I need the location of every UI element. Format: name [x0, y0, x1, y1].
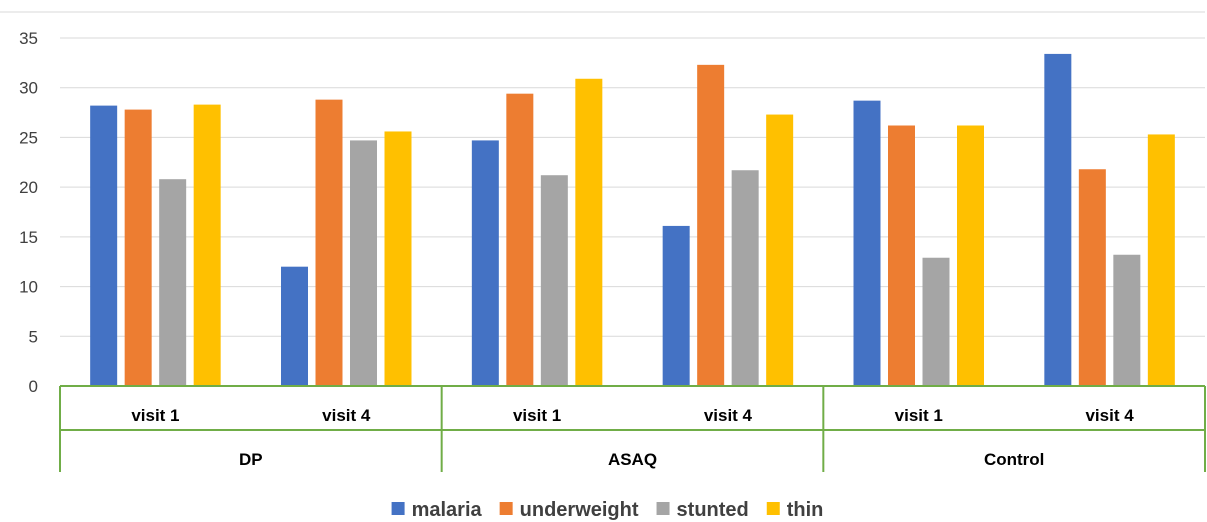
y-tick-label: 0 [29, 377, 38, 396]
x-category-label: visit 4 [704, 406, 753, 425]
y-tick-label: 25 [19, 128, 38, 147]
x-category-label: visit 1 [513, 406, 561, 425]
legend-swatch-underweight [499, 502, 513, 515]
bar-stunted [350, 140, 377, 386]
legend-label-thin: thin [787, 499, 824, 521]
legend-label-underweight: underweight [520, 499, 639, 521]
bar-thin [957, 125, 984, 387]
x-category-label: visit 4 [322, 406, 371, 425]
bar-underweight [315, 99, 343, 386]
bar-underweight [697, 64, 725, 387]
y-tick-label: 35 [19, 29, 38, 48]
bar-thin [1147, 134, 1175, 386]
bar-stunted [159, 179, 187, 386]
bar-thin [193, 104, 221, 387]
bar-underweight [124, 109, 152, 387]
gridlines [0, 11, 1205, 337]
bar-stunted [731, 170, 759, 386]
bar-stunted [1113, 254, 1141, 386]
bar-malaria [471, 140, 499, 386]
bar-stunted [922, 257, 950, 386]
y-tick-label: 20 [19, 178, 38, 197]
bar-underweight [506, 93, 534, 387]
legend-swatch-thin [766, 502, 780, 515]
legend-label-malaria: malaria [412, 499, 483, 521]
legend-swatch-malaria [391, 502, 405, 515]
y-tick-label: 15 [19, 228, 38, 247]
bar-thin [384, 131, 412, 386]
x-axis: DP visit 1 visit 4 ASAQ visit 1 visit 4 Contro… [59, 385, 1206, 472]
bar-thin [575, 78, 603, 386]
x-category-label: visit 4 [1085, 406, 1134, 425]
bar-stunted [540, 175, 568, 386]
bar-malaria [90, 105, 118, 387]
y-tick-label: 5 [29, 327, 38, 346]
x-category-label: visit 1 [895, 406, 943, 425]
legend-swatch-stunted [656, 502, 670, 515]
x-group-label: Control [984, 450, 1044, 469]
legend-label-stunted: stunted [677, 499, 749, 521]
bar-underweight [888, 125, 915, 387]
bar-malaria [662, 225, 690, 386]
bar-malaria [853, 100, 881, 386]
y-axis-tick-labels: 0 5 10 15 20 25 30 35 [19, 29, 38, 396]
x-group-label: ASAQ [608, 450, 657, 469]
legend: malaria underweight stunted thin [391, 499, 824, 521]
bar-malaria [281, 266, 308, 386]
x-group-label: DP [239, 450, 263, 469]
bar-underweight [1078, 169, 1106, 386]
x-category-label: visit 1 [131, 406, 179, 425]
y-tick-label: 10 [19, 278, 38, 297]
bar-thin [766, 114, 794, 386]
y-tick-label: 30 [19, 79, 38, 98]
bar-malaria [1044, 53, 1072, 387]
bars [90, 53, 1175, 387]
